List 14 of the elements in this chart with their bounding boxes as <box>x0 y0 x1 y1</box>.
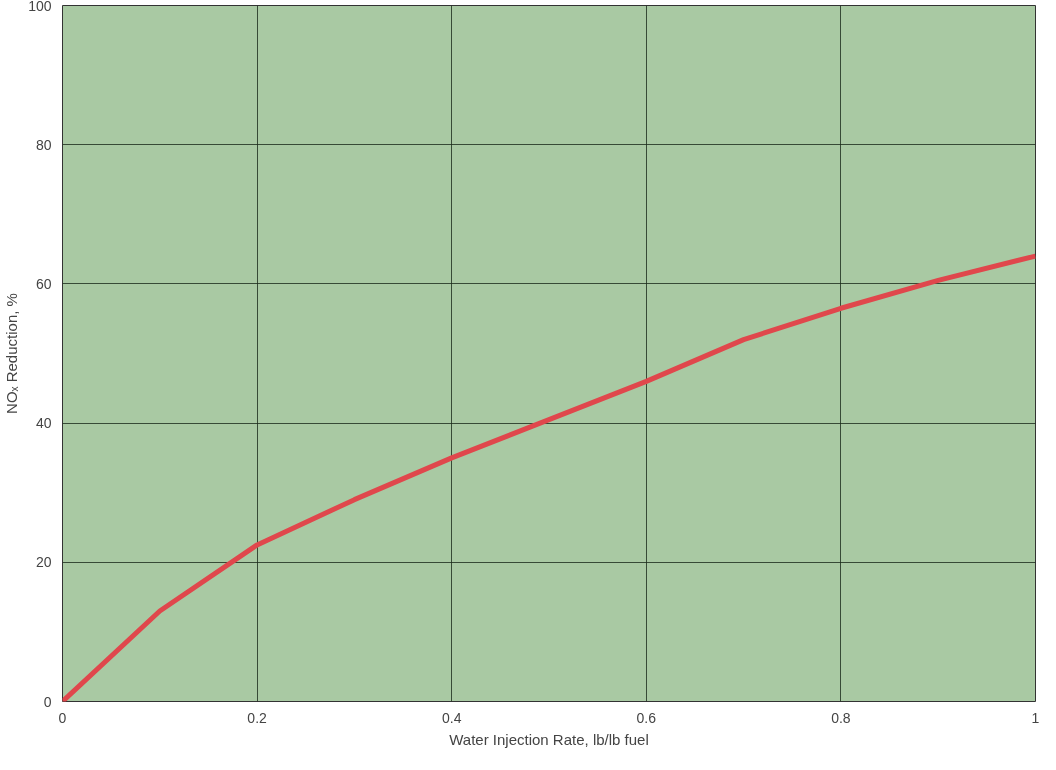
y-tick-label: 60 <box>35 275 52 292</box>
x-tick-label: 0 <box>58 709 67 726</box>
y-tick-label: 100 <box>28 0 52 14</box>
x-axis-title: Water Injection Rate, lb/lb fuel <box>449 730 649 748</box>
y-tick-label: 40 <box>35 415 52 432</box>
x-tick-label: 0.6 <box>636 709 657 726</box>
x-tick-label: 1 <box>1031 709 1040 726</box>
y-tick-label: 0 <box>43 693 52 710</box>
x-tick-label: 0.2 <box>247 709 268 726</box>
x-tick-label: 0.8 <box>831 709 851 726</box>
y-tick-label: 80 <box>35 136 52 153</box>
y-axis-title: NOₓ Reduction, % <box>3 293 21 414</box>
x-tick-label: 0.4 <box>441 709 462 726</box>
y-tick-label: 20 <box>35 554 52 571</box>
